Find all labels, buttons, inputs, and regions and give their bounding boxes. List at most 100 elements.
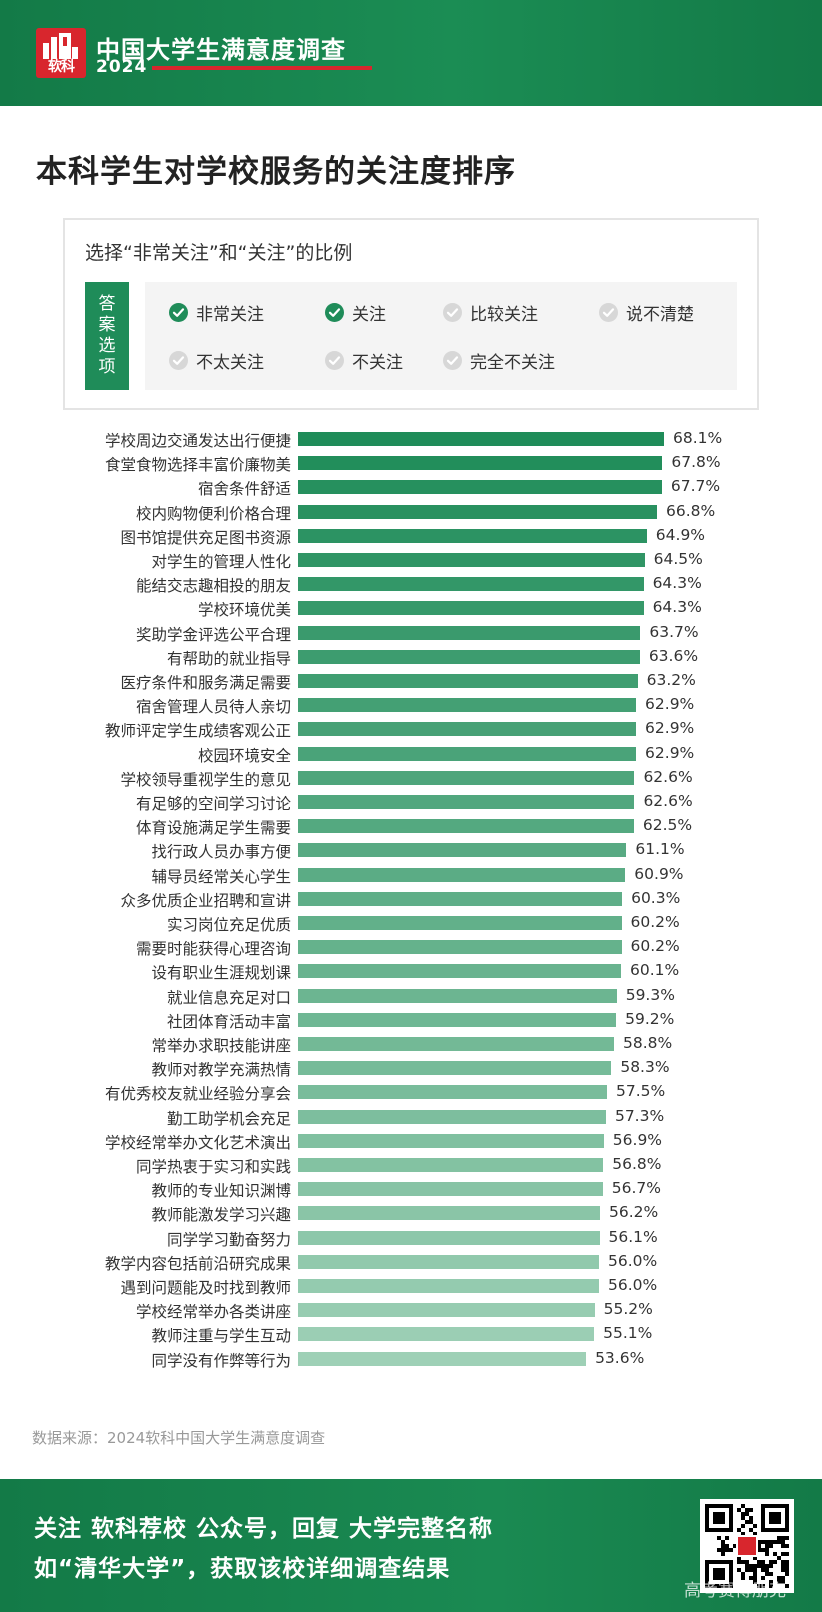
bar-value-label: 60.9%	[634, 864, 684, 883]
bar-category-label: 实习岗位充足优质	[166, 916, 291, 934]
option-unsure: 说不清楚	[599, 300, 694, 325]
bar	[298, 1230, 600, 1245]
bar-value-label: 62.9%	[645, 695, 695, 714]
check-circle-icon	[443, 303, 462, 322]
bar	[298, 674, 638, 688]
bar-value-label: 64.3%	[652, 598, 702, 617]
option-label: 比较关注	[470, 305, 538, 325]
option-label: 关注	[352, 305, 386, 325]
bar-category-label: 有优秀校友就业经验分享会	[104, 1085, 291, 1104]
bar	[298, 480, 662, 495]
shanghairanking-logo: 软科	[36, 28, 86, 78]
survey-year: 2024	[96, 57, 148, 77]
bar	[298, 1158, 604, 1172]
bar	[298, 770, 635, 785]
bar-category-label: 教师对教学充满热情	[151, 1061, 291, 1080]
bar-category-label: 宿舍条件舒适	[197, 480, 291, 499]
bar-value-label: 64.9%	[655, 525, 706, 544]
bar-category-label: 需要时能获得心理咨询	[135, 940, 291, 959]
header-banner: 软科 中国大学生满意度调查 2024	[0, 0, 822, 106]
option-label: 说不清楚	[626, 305, 694, 325]
option-not-very-concerned: 不太关注	[169, 348, 264, 373]
bar	[298, 916, 622, 930]
bar-category-label: 教师的专业知识渊博	[151, 1182, 291, 1201]
attention-ranking-bar-chart: 学校周边交通发达出行便捷 68.1% 食堂食物选择丰富价廉物美 67.8% 宿舍条件舒适…	[0, 424, 822, 1514]
bar	[298, 1327, 595, 1342]
bar	[298, 1303, 595, 1318]
logo-bars-icon	[43, 33, 78, 59]
bar	[298, 964, 621, 979]
bar-value-label: 61.1%	[635, 840, 685, 859]
option-label: 不太关注	[196, 353, 264, 373]
bar	[298, 625, 641, 640]
check-circle-icon	[325, 303, 344, 322]
data-source-note: 数据来源：2024软科中国大学生满意度调查	[32, 1429, 326, 1447]
bar	[298, 649, 640, 664]
bar	[298, 746, 637, 761]
bar-category-label: 校内购物便利价格合理	[135, 504, 291, 523]
survey-title: 中国大学生满意度调查	[96, 36, 346, 64]
check-circle-icon	[325, 351, 344, 370]
bar-value-label: 59.3%	[625, 985, 675, 1004]
bar-category-label: 众多优质企业招聘和宣讲	[120, 891, 291, 910]
option-not-at-all-concerned: 完全不关注	[443, 348, 555, 373]
legend-options-panel: 非常关注 关注 比较关注 说不清楚 不太关注 不关注	[145, 282, 737, 390]
tag-char: 答	[98, 294, 116, 314]
bar-category-label: 设有职业生涯规划课	[151, 964, 291, 983]
check-circle-icon	[169, 303, 188, 322]
bar-category-label: 体育设施满足学生需要	[135, 819, 291, 838]
bar-value-label: 66.8%	[666, 501, 716, 520]
bar	[298, 940, 622, 955]
bar	[298, 528, 647, 543]
bar-value-label: 56.0%	[607, 1251, 658, 1270]
check-circle-icon	[599, 303, 618, 322]
bar-category-label: 有帮助的就业指导	[166, 649, 291, 668]
bar	[298, 1012, 617, 1027]
bar	[298, 1085, 608, 1100]
bar-category-label: 宿舍管理人员待人亲切	[135, 698, 291, 717]
bar-value-label: 57.5%	[616, 1082, 666, 1101]
bar-category-label: 学校周边交通发达出行便捷	[104, 432, 291, 450]
footer-cta-line-2: 如“清华大学”，获取该校详细调查结果	[34, 1556, 451, 1582]
bar-value-label: 59.2%	[625, 1009, 675, 1028]
bar-value-label: 53.6%	[595, 1348, 645, 1367]
qr-code-icon	[705, 1504, 789, 1588]
bar-category-label: 找行政人员办事方便	[151, 843, 291, 862]
option-concerned: 关注	[325, 300, 386, 325]
bar-value-label: 56.9%	[612, 1130, 663, 1149]
bar-value-label: 58.8%	[623, 1034, 673, 1052]
bar-value-label: 68.1%	[673, 429, 723, 447]
bar	[298, 722, 637, 737]
bar	[298, 819, 634, 834]
bar-category-label: 同学热衷于实习和实践	[135, 1158, 291, 1176]
bar	[298, 553, 645, 567]
bar-category-label: 图书馆提供充足图书资源	[120, 528, 291, 547]
legend-box: 选择“非常关注”和“关注”的比例 答 案 选 项 非常关注 关注 比较关注 说不…	[63, 218, 759, 410]
bar-category-label: 学校经常举办文化艺术演出	[104, 1133, 291, 1152]
bar-category-label: 食堂食物选择丰富价廉物美	[104, 456, 291, 475]
option-fairly-concerned: 比较关注	[443, 300, 538, 325]
bar-value-label: 67.8%	[671, 453, 721, 472]
bar	[298, 504, 657, 519]
bar-value-label: 56.1%	[608, 1227, 658, 1246]
content-card: 本科学生对学校服务的关注度排序 选择“非常关注”和“关注”的比例 答 案 选 项…	[0, 106, 822, 1479]
legend-heading: 选择“非常关注”和“关注”的比例	[85, 242, 353, 264]
tag-char: 选	[98, 336, 116, 356]
watermark-text: 高考赛博朋克	[684, 1581, 786, 1601]
bar-value-label: 60.2%	[630, 913, 680, 931]
bar	[298, 456, 663, 471]
bar-value-label: 62.6%	[643, 792, 693, 810]
bar-category-label: 校园环境安全	[197, 746, 291, 765]
bar-value-label: 64.5%	[653, 550, 703, 568]
bar-value-label: 62.6%	[643, 767, 693, 786]
bar	[298, 843, 627, 858]
bar	[298, 1182, 603, 1197]
bar-value-label: 63.2%	[646, 671, 696, 689]
bar-value-label: 55.2%	[603, 1300, 653, 1319]
bar-category-label: 遇到问题能及时找到教师	[120, 1279, 291, 1297]
bar	[298, 1254, 599, 1269]
footer-banner: 关注 软科荐校 公众号，回复 大学完整名称 如“清华大学”，获取该校详细调查结果…	[0, 1479, 822, 1612]
tag-char: 项	[98, 357, 116, 377]
qr-code[interactable]	[700, 1499, 794, 1593]
bar-value-label: 56.7%	[611, 1179, 661, 1198]
